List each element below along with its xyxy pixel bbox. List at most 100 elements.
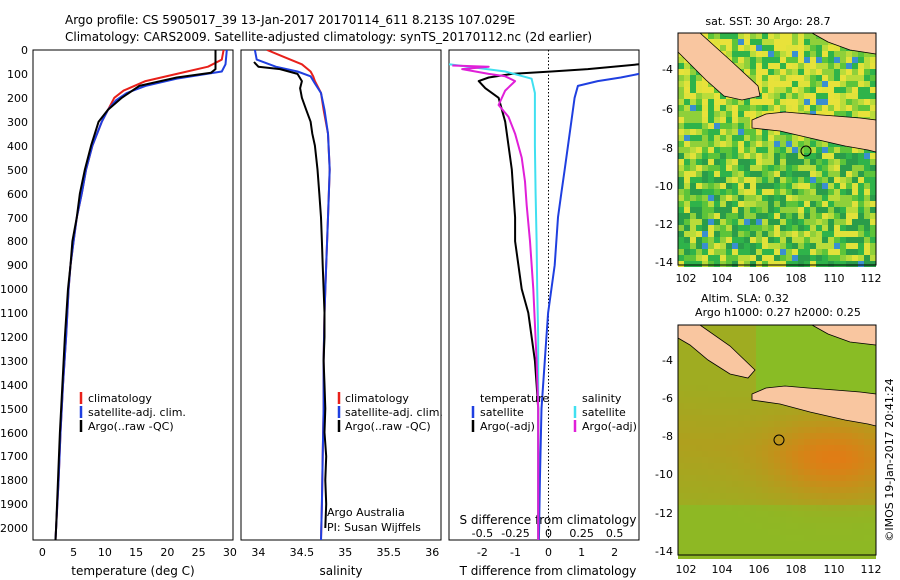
sla-cell [780, 541, 786, 547]
sla-cell [846, 553, 852, 559]
sla-cell [744, 457, 750, 463]
sst-cell [828, 63, 834, 69]
sst-cell [858, 243, 864, 249]
sla-cell [720, 547, 726, 553]
sla-cell [810, 529, 816, 535]
sst-cell [870, 63, 876, 69]
sla-cell [690, 391, 696, 397]
sst-cell [690, 195, 696, 201]
sla-cell [702, 385, 708, 391]
sst-cell [696, 171, 702, 177]
sla-cell [708, 517, 714, 523]
sst-cell [738, 255, 744, 261]
sla-cell [840, 343, 846, 349]
sst-cell [822, 183, 828, 189]
sla-cell [756, 409, 762, 415]
sla-cell [690, 433, 696, 439]
depth-tick: 0 [21, 44, 28, 57]
sst-cell [714, 195, 720, 201]
sst-cell [858, 75, 864, 81]
sst-cell [780, 153, 786, 159]
sst-cell [792, 165, 798, 171]
sst-cell [738, 201, 744, 207]
sla-cell [756, 511, 762, 517]
sst-cell [840, 75, 846, 81]
depth-tick: 400 [7, 140, 28, 153]
sla-cell [834, 523, 840, 529]
sla-cell [690, 385, 696, 391]
sst-cell [690, 111, 696, 117]
sst-cell [744, 219, 750, 225]
sla-cell [870, 439, 876, 445]
sla-cell [726, 445, 732, 451]
sla-cell [708, 493, 714, 499]
sst-cell [702, 81, 708, 87]
salinity-series-satellite-adj-clim- [253, 50, 331, 540]
sst-cell [726, 171, 732, 177]
sst-cell [768, 213, 774, 219]
sst-cell [792, 39, 798, 45]
sla-cell [846, 385, 852, 391]
sla-cell [810, 523, 816, 529]
sst-cell [798, 39, 804, 45]
sst-cell [684, 255, 690, 261]
map-x-tick: 110 [824, 272, 845, 285]
sla-cell [702, 487, 708, 493]
sst-cell [756, 45, 762, 51]
sst-cell [708, 243, 714, 249]
sst-cell [750, 261, 756, 267]
sst-cell [834, 237, 840, 243]
sst-cell [786, 189, 792, 195]
sst-cell [762, 105, 768, 111]
sst-cell [852, 81, 858, 87]
sst-cell [786, 237, 792, 243]
sla-cell [762, 457, 768, 463]
sla-cell [864, 469, 870, 475]
sst-cell [684, 183, 690, 189]
sla-cell [684, 385, 690, 391]
sla-cell [768, 373, 774, 379]
sla-cell [786, 343, 792, 349]
sst-cell [696, 225, 702, 231]
sst-cell [684, 237, 690, 243]
sst-cell [852, 57, 858, 63]
sst-cell [864, 81, 870, 87]
sst-cell [714, 237, 720, 243]
sst-cell [714, 147, 720, 153]
sst-cell [720, 255, 726, 261]
sst-cell [756, 57, 762, 63]
sst-cell [792, 213, 798, 219]
sst-cell [780, 189, 786, 195]
sla-cell [684, 529, 690, 535]
sst-cell [678, 99, 684, 105]
sst-cell [810, 177, 816, 183]
sla-cell [774, 421, 780, 427]
sla-cell [732, 475, 738, 481]
sla-cell [690, 409, 696, 415]
sla-cell [726, 409, 732, 415]
sst-cell [822, 213, 828, 219]
sst-cell [714, 141, 720, 147]
sla-cell [702, 427, 708, 433]
sst-cell [690, 87, 696, 93]
sla-cell [792, 469, 798, 475]
sla-cell [828, 415, 834, 421]
sla-cell [774, 553, 780, 559]
sla-cell [798, 439, 804, 445]
difference-series-salinity-argo-adj- [452, 64, 540, 540]
sst-cell [798, 189, 804, 195]
sla-cell [678, 445, 684, 451]
sla-cell [738, 487, 744, 493]
salinity-x-tick: 34 [251, 546, 265, 559]
sst-cell [768, 45, 774, 51]
sst-cell [732, 153, 738, 159]
sst-cell [780, 219, 786, 225]
sst-cell [816, 75, 822, 81]
sst-cell [816, 45, 822, 51]
sla-cell [702, 463, 708, 469]
sla-cell [684, 541, 690, 547]
sst-cell [810, 63, 816, 69]
sst-cell [732, 213, 738, 219]
sla-cell [822, 481, 828, 487]
sst-cell [816, 195, 822, 201]
